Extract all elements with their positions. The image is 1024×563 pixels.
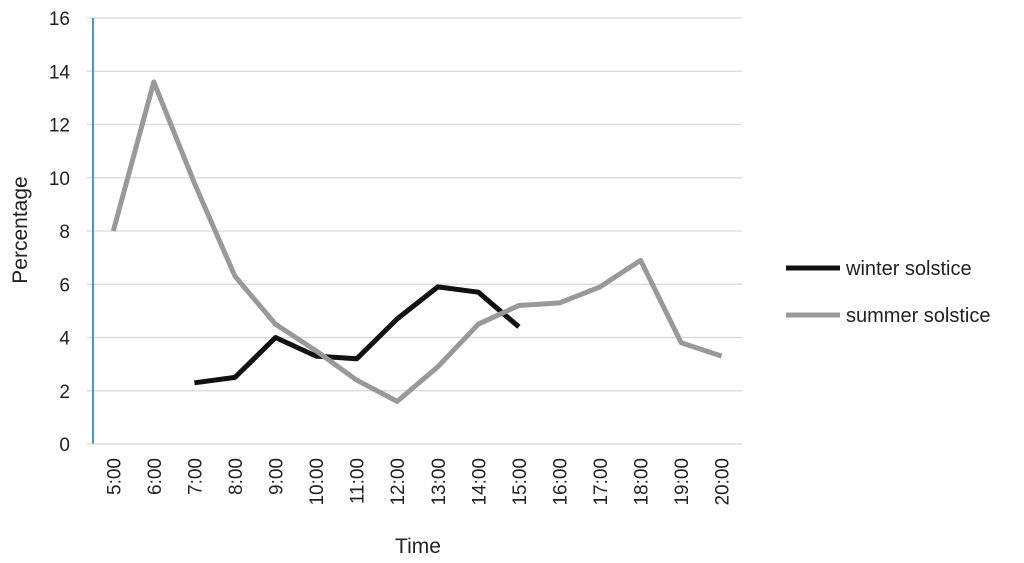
series-line-2 [110,79,723,404]
y-tick-label: 10 [49,169,70,190]
y-tick-label: 16 [49,9,70,30]
x-tick-label: 6:00 [145,458,166,495]
x-tick-label: 20:00 [713,458,734,506]
y-tick-label: 2 [59,382,70,403]
gridlines [87,17,742,445]
y-axis: 0 2 4 6 8 10 12 14 16 [49,9,94,456]
y-tick-label: 4 [59,329,70,350]
x-tick-label: 10:00 [307,458,328,506]
x-tick-label: 18:00 [632,458,653,506]
x-tick-label: 8:00 [226,458,247,495]
legend-label: winter solstice [845,258,972,280]
x-tick-label: 9:00 [267,458,288,495]
x-axis: 5:00 6:00 7:00 8:00 9:00 10:00 11:00 12:00 13:00… [93,443,742,506]
x-tick-label: 19:00 [672,458,693,506]
x-tick-label: 11:00 [348,458,369,504]
x-tick-label: 7:00 [185,458,206,495]
legend: winter solstice summer solstice [786,258,990,327]
x-tick-label: 5:00 [104,458,125,495]
legend-label: summer solstice [846,305,990,327]
x-tick-label: 13:00 [429,458,450,506]
series-lines [110,79,723,404]
x-tick-label: 17:00 [591,458,612,506]
x-tick-label: 15:00 [510,458,531,506]
x-tick-label: 14:00 [469,458,490,506]
y-tick-label: 12 [49,116,70,137]
series-line-1 [194,284,521,386]
y-tick-label: 8 [59,222,70,243]
y-tick-label: 14 [49,62,71,83]
x-tick-label: 16:00 [550,458,571,506]
y-tick-label: 6 [59,275,70,296]
y-axis-title: Percentage [9,176,32,283]
y-tick-label: 0 [59,435,70,456]
x-axis-title: Time [395,535,441,558]
x-tick-label: 12:00 [388,458,409,506]
